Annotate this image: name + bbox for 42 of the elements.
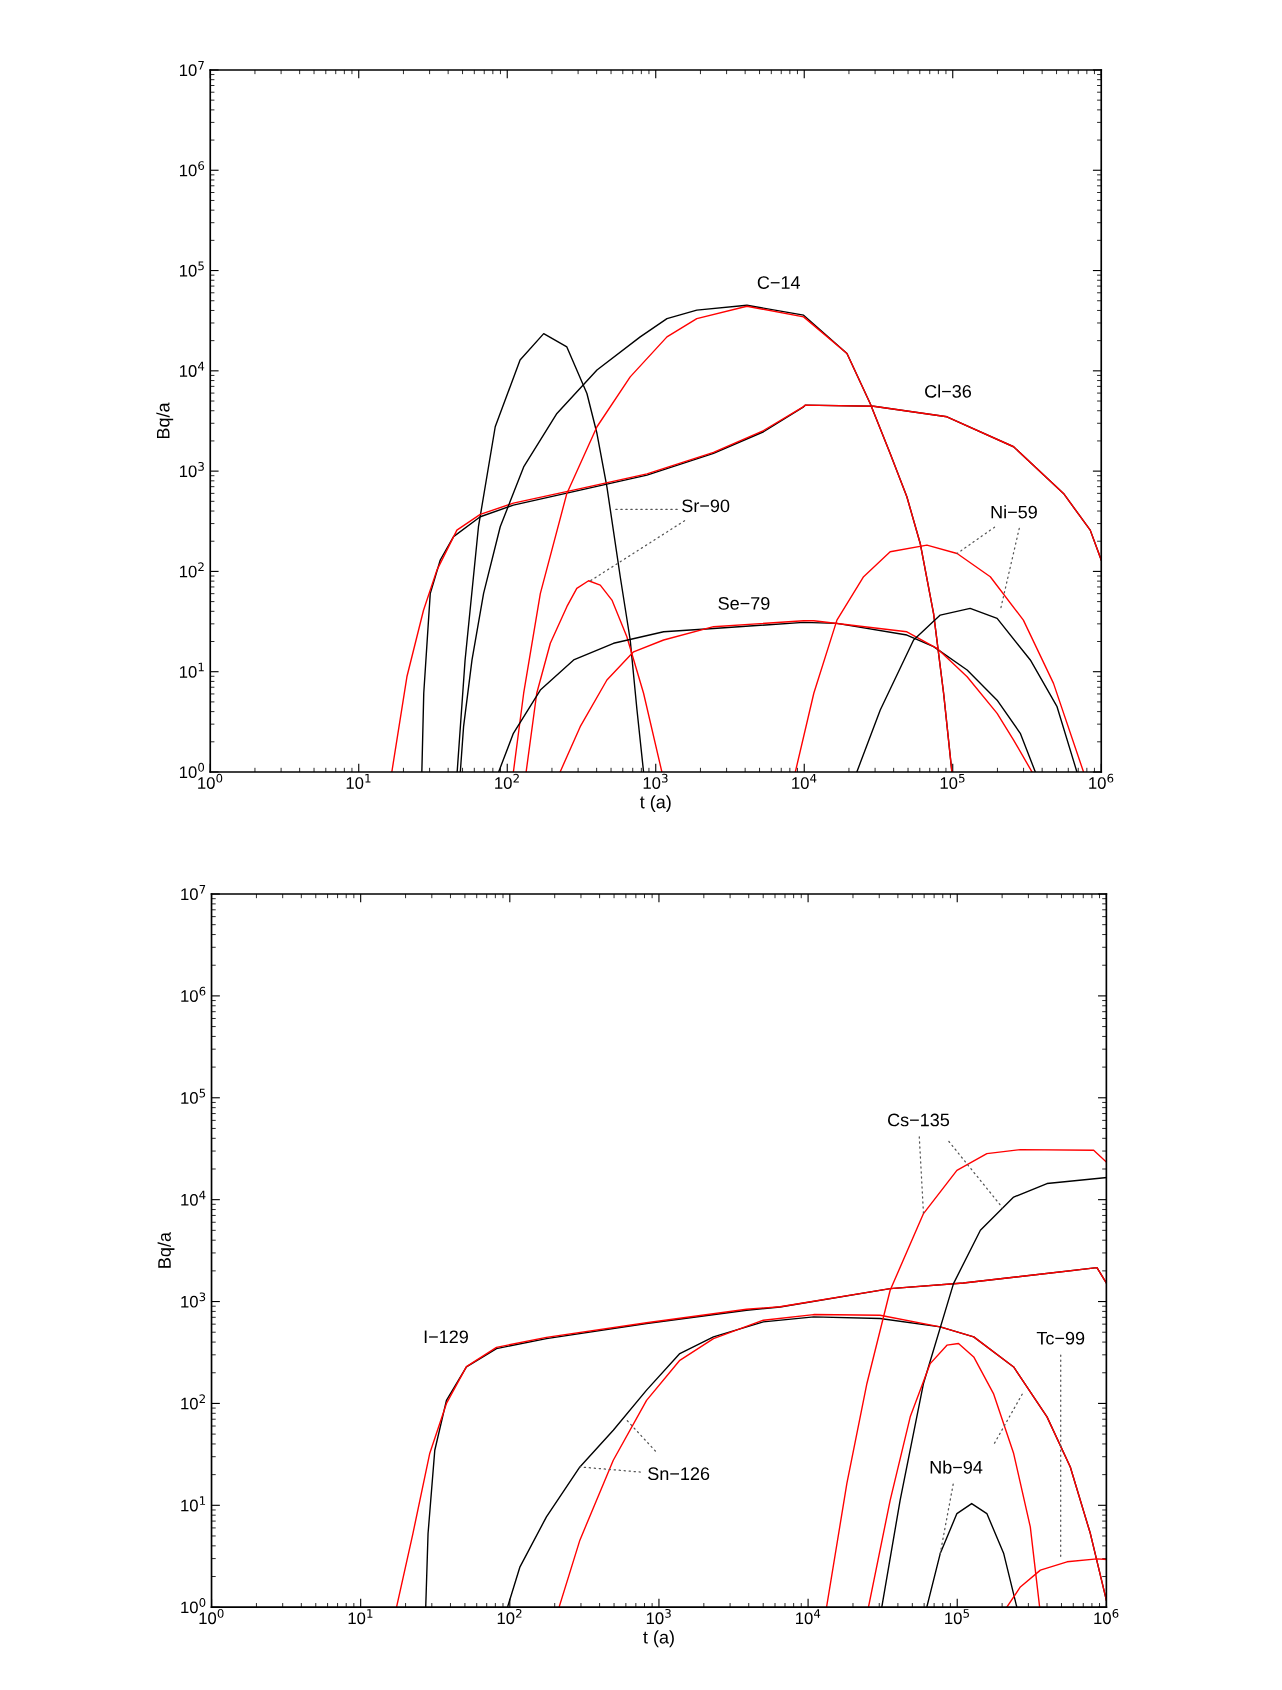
x-axis-title: t (a) [643, 1630, 674, 1648]
x-tick-label: 10$^{1}$ [346, 773, 371, 789]
y-tick-label: 10$^{7}$ [179, 61, 204, 77]
x-axis-title: t (a) [639, 795, 671, 812]
x-tick-label: 10$^{4}$ [796, 1609, 821, 1625]
x-tick-label: 10$^{5}$ [945, 1609, 969, 1625]
x-tick-label: 10$^{2}$ [497, 1608, 522, 1625]
x-tick-label: 10$^{5}$ [940, 773, 965, 789]
annotation: Sr−90 [682, 499, 730, 513]
y-tick-label: 10$^{1}$ [179, 662, 204, 678]
x-tick-label: 10$^{3}$ [646, 1608, 671, 1625]
y-axis-title: Bq/a [156, 402, 174, 439]
annotation: Se−79 [718, 596, 770, 610]
x-tick-label: 10$^{6}$ [1094, 1608, 1119, 1625]
y-tick-label: 10$^{6}$ [179, 161, 205, 177]
annotation: Ni−59 [991, 505, 1037, 519]
y-tick-label: 10$^{3}$ [181, 1292, 206, 1308]
y-tick-label: 10$^{4}$ [179, 361, 205, 377]
y-tick-label: 10$^{5}$ [179, 261, 204, 277]
annotation: I−129 [424, 1330, 468, 1344]
annotation: Cl−36 [925, 384, 972, 398]
x-tick-label: 10$^{0}$ [199, 1608, 224, 1625]
y-tick-label: 10$^{6}$ [181, 986, 206, 1002]
y-tick-label: 10$^{2}$ [179, 562, 204, 578]
annotation: Sn−126 [648, 1467, 710, 1481]
y-tick-label: 10$^{4}$ [181, 1190, 206, 1206]
y-tick-label: 10$^{7}$ [181, 885, 206, 901]
y-axis-title: Bq/a [157, 1232, 175, 1268]
y-tick-label: 10$^{1}$ [181, 1496, 206, 1512]
x-tick-label: 10$^{1}$ [348, 1609, 373, 1625]
x-tick-label: 10$^{2}$ [495, 773, 519, 789]
annotation: Nb−94 [930, 1460, 983, 1474]
annotation: Cs−135 [888, 1113, 950, 1127]
x-tick-label: 10$^{4}$ [792, 773, 817, 789]
x-tick-label: 10$^{0}$ [198, 773, 223, 789]
y-tick-label: 10$^{3}$ [179, 462, 204, 478]
y-tick-label: 10$^{2}$ [181, 1394, 205, 1410]
y-tick-label: 10$^{5}$ [181, 1088, 206, 1104]
annotation: Tc−99 [1036, 1331, 1085, 1345]
x-tick-label: 10$^{6}$ [1089, 773, 1114, 789]
annotation: C−14 [757, 276, 800, 289]
x-tick-label: 10$^{3}$ [643, 773, 668, 789]
